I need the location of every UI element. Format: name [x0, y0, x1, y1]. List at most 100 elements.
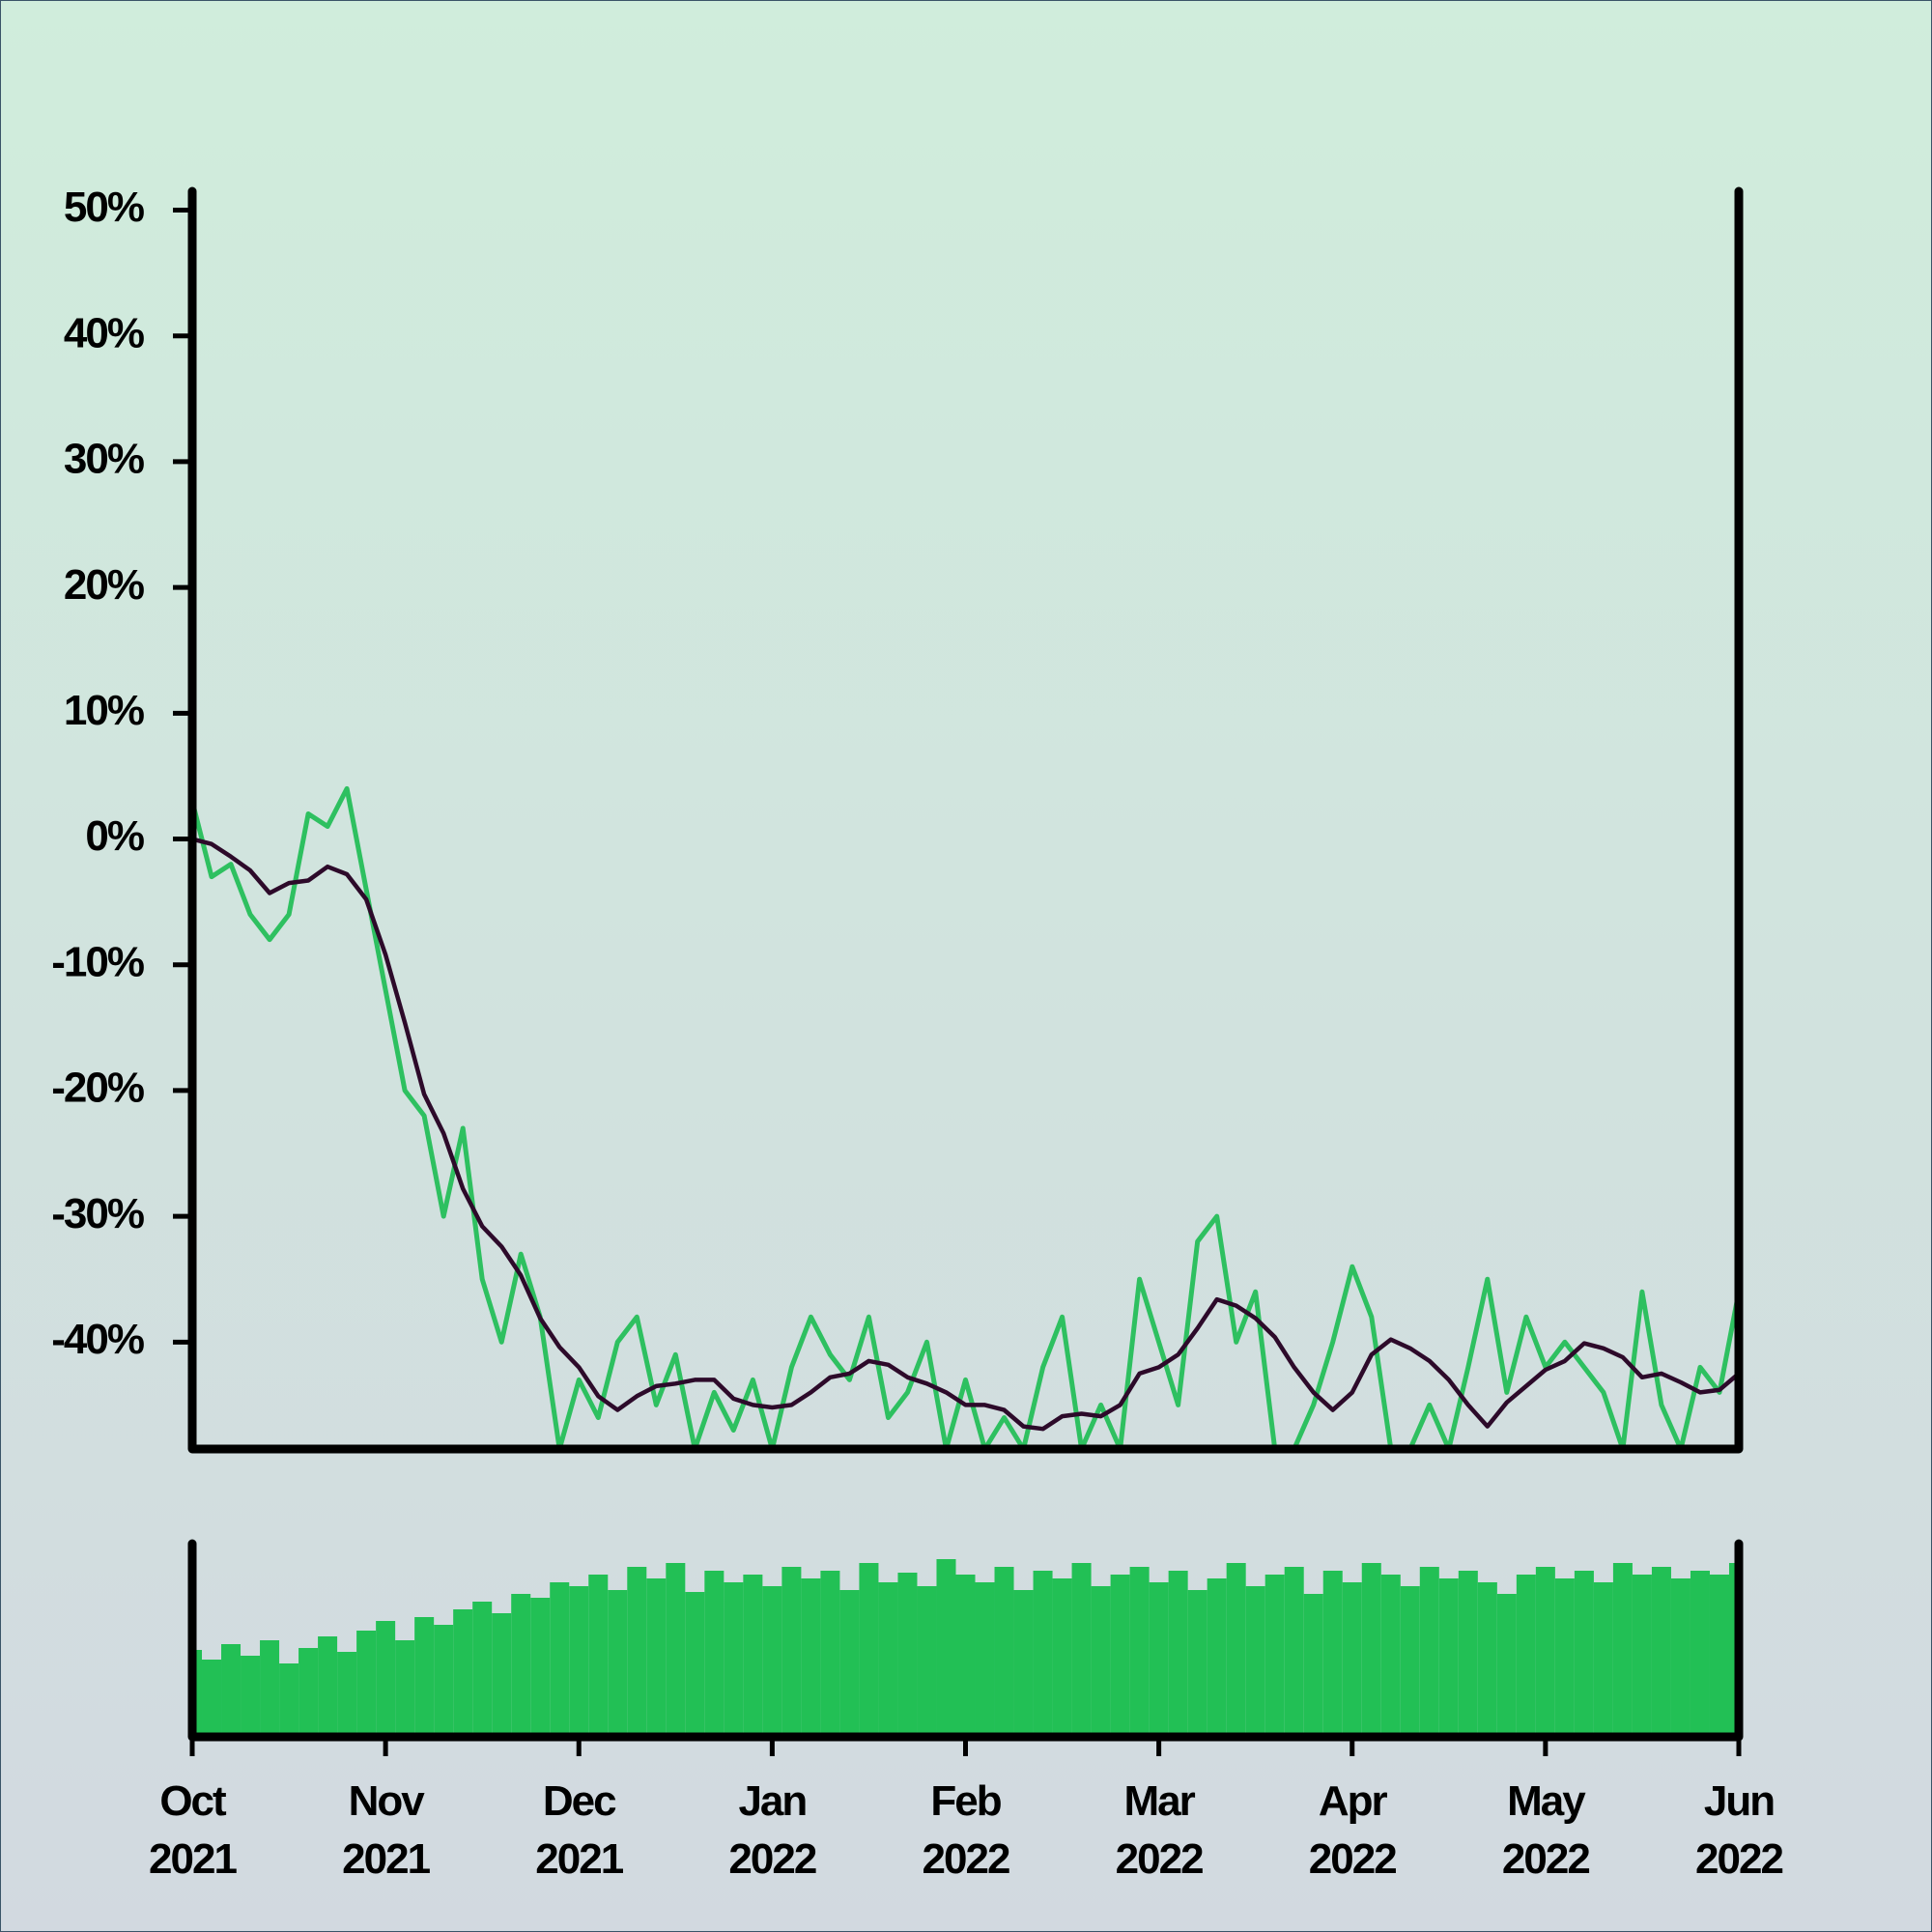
volume-bar [1419, 1567, 1439, 1737]
volume-bar [1632, 1575, 1652, 1737]
volume-bar [1438, 1578, 1459, 1737]
volume-bar [453, 1609, 473, 1737]
x-tick-label: Jun 2022 [1695, 1777, 1782, 1883]
volume-bar [839, 1590, 860, 1737]
x-tick-label: Nov 2021 [342, 1777, 430, 1883]
volume-bar [801, 1578, 821, 1737]
volume-bar [1071, 1563, 1092, 1737]
volume-bar [1033, 1571, 1053, 1737]
y-tick-label: 20% [64, 561, 144, 609]
y-tick-label: 10% [64, 687, 144, 734]
volume-bar [260, 1640, 280, 1737]
volume-bar [1187, 1590, 1208, 1737]
volume-bar [1728, 1563, 1739, 1737]
volume-bar [202, 1660, 222, 1737]
volume-bar [1207, 1578, 1227, 1737]
volume-bar [1709, 1575, 1729, 1737]
y-tick-label: 30% [64, 436, 144, 483]
volume-bar [975, 1582, 995, 1737]
volume-bar [221, 1644, 242, 1737]
volume-bar [550, 1582, 570, 1737]
volume-bar [1477, 1582, 1497, 1737]
volume-bar [994, 1567, 1014, 1737]
volume-bar [1264, 1575, 1285, 1737]
volume-bar [1554, 1578, 1575, 1737]
x-tick-label: Jan 2022 [728, 1777, 815, 1883]
volume-bar [646, 1578, 667, 1737]
volume-bar [781, 1567, 802, 1737]
y-tick-label: 50% [64, 184, 144, 231]
volume-bar [511, 1594, 531, 1737]
volume-bar [1322, 1571, 1343, 1737]
y-tick-label: -30% [51, 1190, 144, 1237]
volume-bar [1400, 1586, 1420, 1737]
volume-bar [917, 1586, 937, 1737]
volume-bar [434, 1625, 454, 1737]
volume-bar [1226, 1563, 1246, 1737]
plot-area [192, 785, 1739, 1449]
volume-bar [1380, 1575, 1401, 1737]
volume-bar [1129, 1567, 1150, 1737]
volume-bar [1303, 1594, 1323, 1737]
volume-bar [859, 1563, 879, 1737]
volume-bar [569, 1586, 589, 1737]
volume-bar [704, 1571, 724, 1737]
y-tick-label: -20% [51, 1065, 144, 1112]
x-tick-label: Apr 2022 [1309, 1777, 1396, 1883]
y-tick-label: -40% [51, 1316, 144, 1363]
volume-bar [192, 1650, 203, 1737]
volume-bar [878, 1582, 898, 1737]
volume-bar [955, 1575, 976, 1737]
volume-bar [588, 1575, 609, 1737]
x-tick-label: Feb 2022 [923, 1777, 1009, 1883]
volume-bar [1110, 1575, 1130, 1737]
volume-bar [1516, 1575, 1536, 1737]
volume-bar [1612, 1563, 1633, 1737]
volume-bar [685, 1592, 705, 1737]
volume-bar [1535, 1567, 1555, 1737]
volume-bar [1651, 1567, 1671, 1737]
price-axis-frame [187, 186, 1744, 1454]
volume-bar [1690, 1571, 1710, 1737]
volume-bar [395, 1640, 415, 1737]
volume-bar [337, 1652, 357, 1737]
volume-bar [1052, 1578, 1072, 1737]
volume-bar [1284, 1567, 1304, 1737]
volume-bar [241, 1656, 261, 1737]
volume-bar [1670, 1578, 1690, 1737]
volume-bar [318, 1636, 338, 1737]
volume-bar [1342, 1582, 1362, 1737]
volume-bar [820, 1571, 840, 1737]
volume-bar [376, 1621, 396, 1737]
volume-bar [472, 1602, 493, 1737]
volume-bar [1245, 1586, 1265, 1737]
x-tick-label: Dec 2021 [535, 1777, 623, 1883]
volume-bar [1458, 1571, 1478, 1737]
volume-bar [1149, 1582, 1169, 1737]
volume-bar [1496, 1594, 1517, 1737]
volume-bar [530, 1598, 551, 1737]
volume-bar [492, 1613, 512, 1737]
volume-bar [724, 1582, 744, 1737]
x-tick-label: May 2022 [1502, 1777, 1589, 1883]
volume-bar [608, 1590, 628, 1737]
volume-bar [1091, 1586, 1111, 1737]
y-tick-label: 0% [85, 812, 143, 860]
y-tick-label: 40% [64, 309, 144, 356]
x-tick-label: Mar 2022 [1116, 1777, 1203, 1883]
volume-bar [1168, 1571, 1188, 1737]
series-line [192, 785, 1739, 1449]
volume-bar [897, 1573, 918, 1737]
volume-bar [666, 1563, 686, 1737]
volume-bar [627, 1567, 647, 1737]
x-tick-label: Oct 2021 [149, 1777, 237, 1883]
volume-bar [414, 1617, 435, 1737]
volume-bar [1574, 1571, 1594, 1737]
series-line [192, 837, 1739, 1432]
volume-bar [1593, 1582, 1613, 1737]
volume-bar [279, 1663, 299, 1737]
volume-bar [298, 1648, 319, 1737]
volume-bar [1013, 1590, 1034, 1737]
